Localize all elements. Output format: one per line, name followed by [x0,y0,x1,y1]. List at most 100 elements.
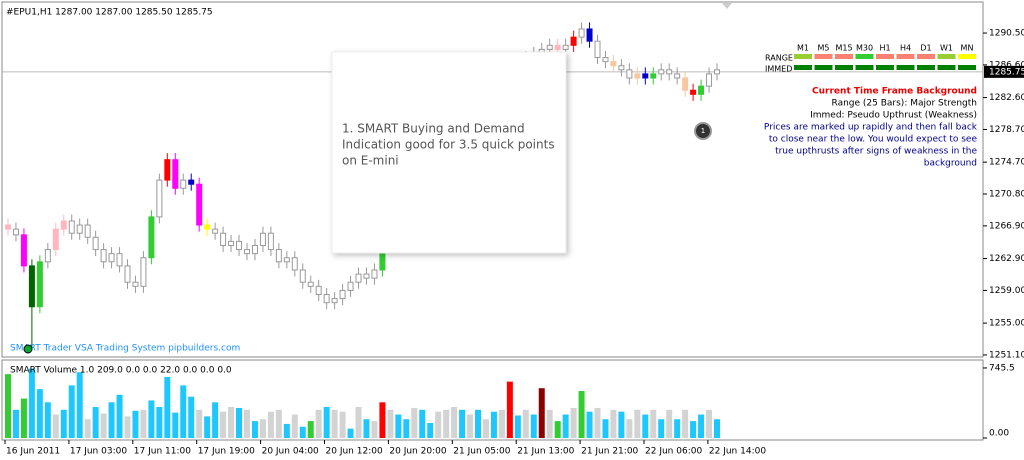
volume-bar [538,388,545,438]
candle-body [331,298,338,304]
volume-bar [52,414,59,438]
volume-title: SMART Volume 1.0 209.0 0.0 0.0 22.0 0.0 … [10,366,232,376]
info-title: Current Time Frame Background [812,87,977,97]
candle-body [714,69,720,75]
volume-bar [682,409,689,438]
candle-body [132,281,139,287]
annotation-line: on E-mini [342,154,399,168]
volume-bar [658,419,665,438]
volume-bar [5,374,11,438]
volume-bar [275,409,282,438]
volume-bar [92,406,99,438]
timeframe-label: M30 [856,44,873,53]
timeframe-cell [896,54,915,59]
volume-bar [530,414,537,438]
volume-bar [562,414,569,438]
info-note: to close near the low. You would expect … [769,135,978,145]
candle-body [92,236,99,251]
volume-bar [68,385,75,438]
candle-body [570,36,577,46]
volume-bar [299,426,306,438]
candle-body [124,265,131,283]
candle-body [682,77,689,91]
candle-body [204,224,211,230]
timeframe-cell [794,54,812,59]
timeframe-cell [896,65,915,70]
volume-bar [228,406,235,438]
volume-bar [666,409,673,438]
volume-bar [459,409,466,438]
candle-body [140,257,147,287]
candle-body [243,249,250,255]
timeframe-cell [855,65,874,70]
volume-bar [451,406,458,438]
x-tick-label: 21 Jun 13:00 [517,447,574,457]
timeframe-label: M15 [835,44,852,53]
volume-bar [323,406,330,438]
volume-bar [259,419,266,438]
y-tick-label: 745.5 [989,363,1015,373]
candle-body [307,281,314,287]
candle-body [363,273,370,279]
timeframe-cell [958,54,976,59]
volume-bar [251,421,258,438]
volume-bar [475,409,482,438]
x-tick-label: 17 Jun 19:00 [198,447,255,457]
y-tick-label: 1266.90 [989,221,1024,231]
volume-bar [363,419,370,438]
candle-body [698,85,705,95]
candle-body [674,73,681,79]
signal-dot [23,344,33,354]
volume-bar [307,421,314,438]
volume-bar [236,407,243,438]
volume-bar [602,419,609,438]
volume-bar [634,409,641,438]
candle-body [562,44,569,50]
volume-bar [243,409,250,438]
volume-bar [84,419,91,438]
x-tick-label: 17 Jun 11:00 [134,447,191,457]
candle-body [347,281,354,291]
timeframe-label: H4 [900,44,911,53]
candle-body [220,232,227,246]
y-tick-label: 0.00 [989,429,1009,439]
timeframe-cell [794,65,812,70]
volume-bar [212,402,219,438]
volume-bar [220,411,227,438]
x-tick-label: 21 Jun 05:00 [453,447,510,457]
candle-body [594,40,601,59]
volume-bar [204,416,211,438]
volume-bar [419,409,426,438]
candle-body [690,89,697,95]
candle-body [586,28,593,42]
volume-bar [20,398,27,438]
volume-bar [642,414,649,438]
annotation-box [331,51,567,254]
volume-bar [594,407,601,438]
volume-bar [387,409,394,438]
timeframe-label: H1 [879,44,890,53]
candle-body [180,179,187,189]
volume-bar [140,409,147,438]
candle-body [28,265,35,308]
y-tick-label: 1255.00 [989,319,1024,329]
y-tick-label: 1290.50 [989,29,1024,39]
scroll-marker [722,3,732,9]
volume-bar [355,406,362,438]
candle-body [339,289,346,300]
timeframe-cell [958,65,976,70]
volume-bar [546,409,553,438]
candle-body [706,73,713,87]
volume-bar [586,411,593,438]
candle-body [626,69,633,79]
candle-body [610,61,617,67]
y-tick-label: 1262.90 [989,254,1024,264]
volume-bar [196,409,203,438]
x-tick-label: 17 Jun 03:00 [70,447,127,457]
candle-body [275,249,282,263]
timeframe-panel: M1 M5 M15 M30 H1 H4 D1 W1 MN [794,44,976,70]
candle-body [650,73,657,79]
candle-body [12,228,19,236]
volume-bar [371,421,378,438]
info-note: true upthrusts after signs of weakness i… [775,147,977,157]
